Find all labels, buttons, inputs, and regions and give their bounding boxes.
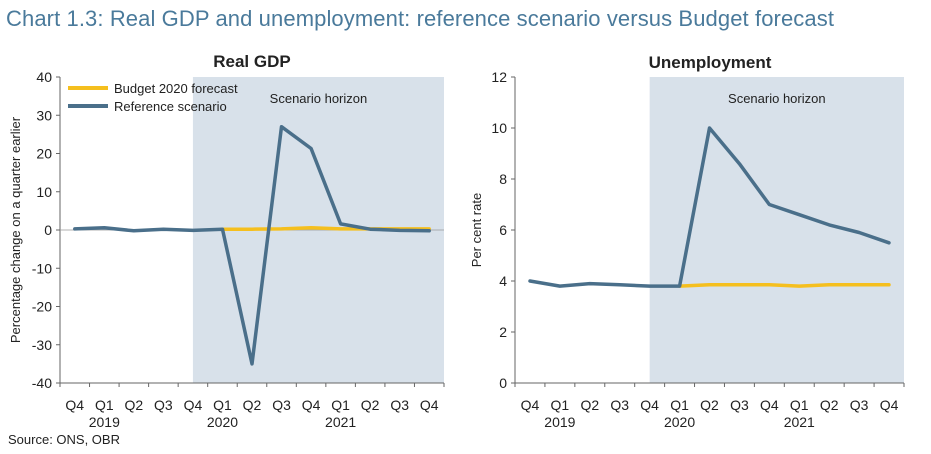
chart1-y-tick-label: -20 xyxy=(32,299,52,315)
chart1-x-tick-label: Q4 xyxy=(184,397,203,413)
source-note: Source: ONS, OBR xyxy=(8,432,120,447)
chart2-y-tick-label: 4 xyxy=(499,273,507,289)
chart2-y-tick-label: 6 xyxy=(499,222,507,238)
chart2-x-tick-label: Q1 xyxy=(551,397,570,413)
chart1-y-tick-label: 30 xyxy=(36,107,52,123)
chart2-y-tick-label: 8 xyxy=(499,171,507,187)
chart2-year-label: 2020 xyxy=(664,414,695,430)
chart1-x-tick-label: Q2 xyxy=(243,397,262,413)
chart1-y-tick-label: 40 xyxy=(36,69,52,85)
chart2-year-label: 2019 xyxy=(544,414,575,430)
chart-title: Chart 1.3: Real GDP and unemployment: re… xyxy=(6,6,835,31)
chart1-year-label: 2019 xyxy=(89,414,120,430)
chart2-x-tick-label: Q4 xyxy=(640,397,659,413)
chart2-x-tick-label: Q2 xyxy=(580,397,599,413)
chart2-x-tick-label: Q1 xyxy=(790,397,809,413)
chart2-budget-forecast-line xyxy=(677,283,891,288)
chart2-x-tick-label: Q2 xyxy=(820,397,839,413)
chart1-year-label: 2021 xyxy=(325,414,356,430)
chart2-x-tick-label: Q3 xyxy=(850,397,869,413)
chart1-x-tick-label: Q4 xyxy=(420,397,439,413)
chart2-y-tick-label: 10 xyxy=(491,120,507,136)
chart2-scenario-shading xyxy=(649,77,904,383)
chart1-x-tick-label: Q3 xyxy=(272,397,291,413)
chart2-x-tick-label: Q3 xyxy=(730,397,749,413)
chart1-x-tick-label: Q1 xyxy=(95,397,114,413)
chart2-y-axis-label: Per cent rate xyxy=(469,193,484,267)
chart1-x-tick-label: Q1 xyxy=(331,397,350,413)
chart1-year-label: 2020 xyxy=(207,414,238,430)
chart1-legend-label: Budget 2020 forecast xyxy=(114,81,238,96)
chart1-x-tick-label: Q4 xyxy=(302,397,321,413)
chart2-year-label: 2021 xyxy=(784,414,815,430)
chart2-x-tick-label: Q3 xyxy=(610,397,629,413)
chart1-x-tick-label: Q2 xyxy=(125,397,144,413)
chart2-reference-scenario-line xyxy=(528,126,891,288)
chart2-y-tick-label: 12 xyxy=(491,69,507,85)
chart1-shade-label: Scenario horizon xyxy=(270,91,368,106)
chart1-x-tick-label: Q3 xyxy=(154,397,173,413)
chart1-y-tick-label: 10 xyxy=(36,184,52,200)
chart1-legend-label: Reference scenario xyxy=(114,99,227,114)
chart1-y-tick-label: 20 xyxy=(36,146,52,162)
chart1-x-tick-label: Q4 xyxy=(65,397,84,413)
chart2-shade-label: Scenario horizon xyxy=(728,91,826,106)
chart1-panel-title: Real GDP xyxy=(213,52,290,71)
chart1-y-tick-label: -30 xyxy=(32,337,52,353)
chart1-reference-scenario-line xyxy=(73,124,431,366)
chart2-y-tick-label: 2 xyxy=(499,324,507,340)
chart1-x-tick-label: Q3 xyxy=(390,397,409,413)
chart1-x-tick-label: Q2 xyxy=(361,397,380,413)
chart2-x-tick-label: Q4 xyxy=(521,397,540,413)
chart1-y-axis-label: Percentage change on a quarter earlier xyxy=(8,116,23,343)
chart1-x-tick-label: Q1 xyxy=(213,397,232,413)
chart2-panel-title: Unemployment xyxy=(649,53,772,72)
chart2-x-tick-label: Q4 xyxy=(760,397,779,413)
chart1-y-tick-label: -40 xyxy=(32,375,52,391)
chart1-y-tick-label: -10 xyxy=(32,260,52,276)
chart1-y-tick-label: 0 xyxy=(44,222,52,238)
chart2-x-tick-label: Q4 xyxy=(880,397,899,413)
chart2-x-tick-label: Q2 xyxy=(700,397,719,413)
chart2-x-tick-label: Q1 xyxy=(670,397,689,413)
chart2-y-tick-label: 0 xyxy=(499,375,507,391)
